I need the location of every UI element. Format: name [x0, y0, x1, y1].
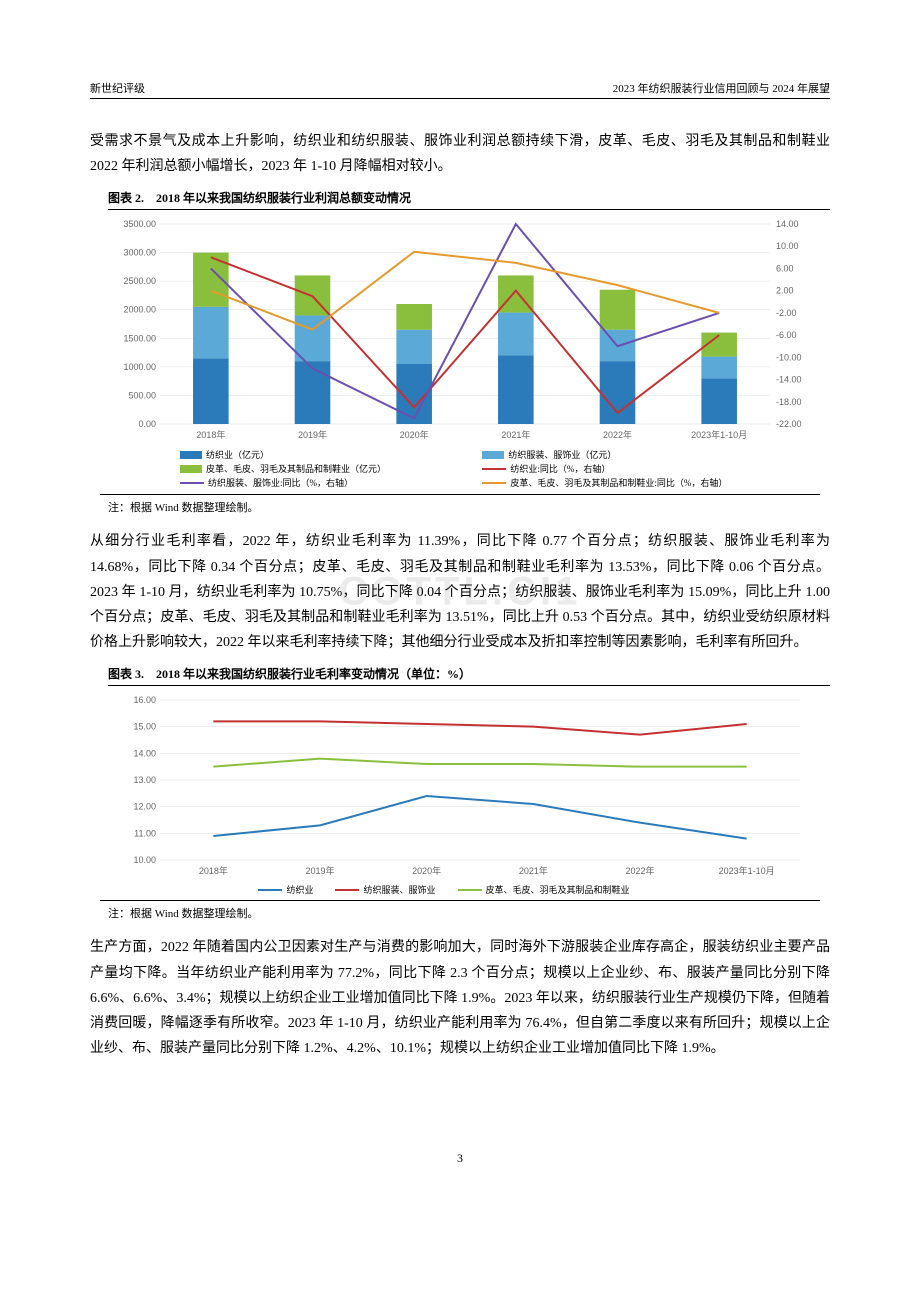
svg-text:14.00: 14.00 — [133, 749, 156, 759]
page-number: 3 — [90, 1151, 830, 1166]
svg-text:-18.00: -18.00 — [776, 397, 802, 407]
svg-text:0.00: 0.00 — [138, 419, 156, 429]
figure2-legend: 纺织业（亿元）皮革、毛皮、羽毛及其制品和制鞋业（亿元）纺织服装、服饰业:同比（%… — [100, 444, 820, 495]
svg-text:10.00: 10.00 — [133, 855, 156, 865]
svg-text:13.00: 13.00 — [133, 775, 156, 785]
svg-text:3500.00: 3500.00 — [123, 219, 156, 229]
svg-text:2500.00: 2500.00 — [123, 277, 156, 287]
svg-text:2019年: 2019年 — [298, 429, 327, 440]
svg-text:2022年: 2022年 — [625, 865, 654, 876]
svg-text:2018年: 2018年 — [196, 429, 225, 440]
svg-text:15.00: 15.00 — [133, 722, 156, 732]
svg-text:14.00: 14.00 — [776, 219, 799, 229]
svg-text:2020年: 2020年 — [412, 865, 441, 876]
header-left: 新世纪评级 — [90, 80, 145, 96]
figure2-chart: 0.00 500.00 1000.00 1500.00 2000.00 2500.00 30… — [100, 214, 820, 495]
svg-text:2000.00: 2000.00 — [123, 305, 156, 315]
svg-text:16.00: 16.00 — [133, 695, 156, 705]
svg-text:2.00: 2.00 — [776, 286, 794, 296]
figure3-chart: 10.00 11.00 12.00 13.00 14.00 15.00 16.00 2018年… — [100, 690, 820, 901]
svg-text:2019年: 2019年 — [305, 865, 334, 876]
paragraph-2: 从细分行业毛利率看，2022 年，纺织业毛利率为 11.39%，同比下降 0.7… — [90, 529, 830, 655]
svg-text:3000.00: 3000.00 — [123, 248, 156, 258]
paragraph-3: 生产方面，2022 年随着国内公卫因素对生产与消费的影响加大，同时海外下游服装企… — [90, 935, 830, 1061]
svg-text:-2.00: -2.00 — [776, 308, 797, 318]
paragraph-1: 受需求不景气及成本上升影响，纺织业和纺织服装、服饰业利润总额持续下滑，皮革、毛皮… — [90, 129, 830, 179]
svg-text:-6.00: -6.00 — [776, 330, 797, 340]
svg-text:2018年: 2018年 — [199, 865, 228, 876]
svg-text:12.00: 12.00 — [133, 802, 156, 812]
svg-text:2021年: 2021年 — [501, 429, 530, 440]
figure3-note: 注：根据 Wind 数据整理绘制。 — [108, 905, 830, 921]
figure2-note: 注：根据 Wind 数据整理绘制。 — [108, 499, 830, 515]
figure3-title: 图表 3. 2018 年以来我国纺织服装行业毛利率变动情况（单位：%） — [108, 665, 830, 686]
svg-text:10.00: 10.00 — [776, 242, 799, 252]
page-header: 新世纪评级 2023 年纺织服装行业信用回顾与 2024 年展望 — [90, 80, 830, 99]
svg-text:-10.00: -10.00 — [776, 353, 802, 363]
svg-text:2023年1-10月: 2023年1-10月 — [691, 429, 747, 440]
svg-text:1500.00: 1500.00 — [123, 334, 156, 344]
svg-text:2020年: 2020年 — [400, 429, 429, 440]
svg-text:2023年1-10月: 2023年1-10月 — [719, 865, 775, 876]
figure3-legend: 纺织业纺织服装、服饰业皮革、毛皮、羽毛及其制品和制鞋业 — [100, 880, 820, 901]
svg-text:-22.00: -22.00 — [776, 419, 802, 429]
figure2-title: 图表 2. 2018 年以来我国纺织服装行业利润总额变动情况 — [108, 189, 830, 210]
svg-text:11.00: 11.00 — [134, 829, 156, 839]
header-right: 2023 年纺织服装行业信用回顾与 2024 年展望 — [613, 80, 830, 96]
svg-text:500.00: 500.00 — [128, 391, 156, 401]
svg-text:2022年: 2022年 — [603, 429, 632, 440]
svg-text:-14.00: -14.00 — [776, 375, 802, 385]
svg-text:6.00: 6.00 — [776, 264, 794, 274]
svg-text:1000.00: 1000.00 — [123, 362, 156, 372]
svg-text:2021年: 2021年 — [519, 865, 548, 876]
